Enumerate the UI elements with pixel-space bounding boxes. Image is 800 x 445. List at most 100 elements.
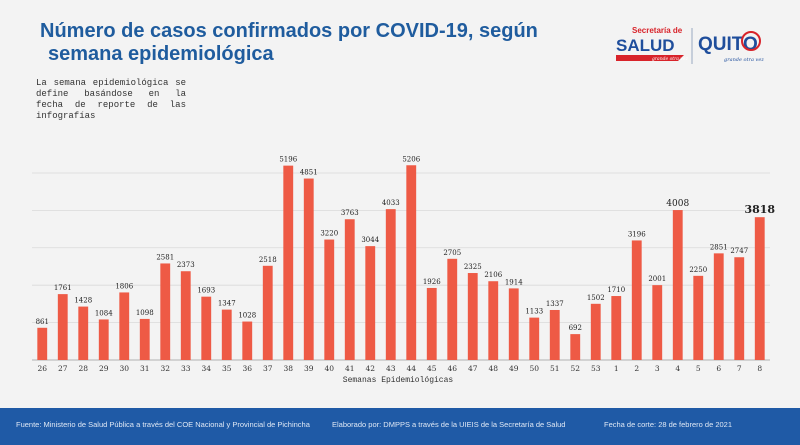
- x-tick-label-52: 52: [570, 364, 580, 373]
- x-tick-label-49: 49: [509, 364, 519, 373]
- x-tick-label-46: 46: [447, 364, 457, 373]
- data-label-week-43: 4033: [382, 199, 400, 207]
- data-label-week-39: 4851: [300, 169, 318, 177]
- bar-week-31: [139, 318, 150, 360]
- bar-week-26: [37, 327, 48, 360]
- x-tick-label-44: 44: [406, 364, 416, 373]
- bar-week-41: [344, 219, 355, 360]
- x-tick-label-32: 32: [160, 364, 170, 373]
- data-label-week-29: 1084: [95, 309, 113, 317]
- x-tick-label-38: 38: [283, 364, 293, 373]
- salud-logo-tagline: grande otra vez: [652, 56, 689, 62]
- bar-week-35: [221, 309, 232, 360]
- data-label-week-38: 5196: [279, 156, 297, 164]
- bar-week-34: [201, 296, 212, 360]
- x-tick-label-33: 33: [181, 364, 191, 373]
- data-label-week-46: 2705: [443, 249, 461, 257]
- bars: [37, 165, 765, 360]
- data-label-week-3: 2001: [648, 275, 666, 283]
- footer: Fuente: Ministerio de Salud Pública a tr…: [0, 408, 800, 445]
- bar-week-39: [303, 178, 314, 360]
- bar-week-7: [734, 257, 745, 360]
- bar-week-6: [713, 253, 724, 360]
- bar-week-38: [283, 165, 294, 360]
- data-label-week-8: 3818: [744, 203, 775, 216]
- quito-logo-ring: [741, 31, 761, 51]
- x-tick-label-53: 53: [591, 364, 601, 373]
- data-label-week-51: 1337: [546, 300, 564, 308]
- chart-title: Número de casos confirmados por COVID-19…: [40, 20, 600, 66]
- bar-week-52: [570, 334, 581, 360]
- x-tick-label-5: 5: [696, 364, 701, 373]
- x-tick-label-43: 43: [386, 364, 396, 373]
- bar-week-44: [406, 165, 417, 360]
- x-tick-label-8: 8: [757, 364, 762, 373]
- x-tick-labels: 26 27 28 29 30 31 32 33 34 35 36 37 38 39 40 41 42 43 44 45…: [37, 364, 762, 373]
- data-label-week-7: 2747: [730, 247, 748, 255]
- bar-week-48: [488, 281, 499, 360]
- data-label-week-5: 2250: [689, 266, 707, 274]
- title-line-2: semana epidemiológica: [48, 43, 274, 65]
- data-label-week-44: 5206: [402, 155, 420, 163]
- quito-logo: QUITO grande otra vez: [698, 31, 764, 63]
- bar-week-46: [447, 258, 458, 360]
- data-label-week-33: 2373: [177, 261, 195, 269]
- data-label-week-32: 2581: [156, 253, 174, 261]
- bar-week-49: [508, 288, 519, 360]
- bar-week-28: [78, 306, 89, 360]
- x-tick-label-37: 37: [263, 364, 273, 373]
- salud-logo-main-text: SALUD: [616, 36, 675, 55]
- data-label-week-37: 2518: [259, 256, 277, 264]
- x-tick-label-48: 48: [488, 364, 498, 373]
- bar-week-53: [590, 303, 601, 360]
- data-label-week-31: 1098: [136, 309, 154, 317]
- bar-week-51: [549, 309, 560, 360]
- bar-week-2: [631, 240, 642, 360]
- bar-week-45: [426, 287, 437, 360]
- data-label-week-35: 1347: [218, 300, 236, 308]
- bar-week-40: [324, 239, 335, 360]
- bar-week-4: [672, 210, 683, 360]
- bar-week-5: [693, 275, 704, 360]
- bar-week-47: [467, 273, 478, 360]
- x-tick-label-36: 36: [242, 364, 252, 373]
- bar-week-8: [754, 217, 765, 360]
- x-tick-label-6: 6: [716, 364, 721, 373]
- x-axis-label: Semanas Epidemiológicas: [343, 376, 454, 385]
- footer-source: Fuente: Ministerio de Salud Pública a tr…: [16, 420, 310, 429]
- bar-week-30: [119, 292, 130, 360]
- salud-logo-red-band: [616, 55, 684, 61]
- data-label-week-41: 3763: [341, 209, 359, 217]
- data-label-week-42: 3044: [361, 236, 379, 244]
- x-tick-label-7: 7: [737, 364, 742, 373]
- quito-logo-tagline: grande otra vez: [724, 57, 764, 63]
- bar-week-32: [160, 263, 171, 360]
- x-tick-label-4: 4: [675, 364, 680, 373]
- x-tick-label-35: 35: [222, 364, 232, 373]
- bar-week-3: [652, 285, 663, 360]
- logos: Secretaría de SALUD grande otra vez QUIT…: [616, 26, 764, 64]
- x-tick-label-3: 3: [655, 364, 660, 373]
- bar-week-42: [365, 246, 376, 360]
- x-tick-label-29: 29: [99, 364, 109, 373]
- footer-prepared: Elaborado por: DMPPS a través de la UIEI…: [332, 420, 566, 429]
- bar-week-37: [262, 265, 273, 360]
- data-label-week-36: 1028: [238, 312, 256, 320]
- bar-week-29: [98, 319, 109, 360]
- x-tick-label-39: 39: [304, 364, 314, 373]
- x-tick-label-42: 42: [365, 364, 375, 373]
- x-tick-label-31: 31: [140, 364, 150, 373]
- bar-week-1: [611, 296, 622, 360]
- x-tick-label-30: 30: [119, 364, 129, 373]
- x-tick-label-50: 50: [529, 364, 539, 373]
- x-tick-label-26: 26: [37, 364, 47, 373]
- data-label-week-4: 4008: [666, 199, 689, 209]
- data-label-week-40: 3220: [320, 230, 338, 238]
- x-tick-label-45: 45: [427, 364, 437, 373]
- data-label-week-30: 1806: [115, 282, 133, 290]
- data-label-week-53: 1502: [587, 294, 605, 302]
- bar-week-43: [385, 209, 396, 360]
- bar-week-33: [180, 271, 191, 360]
- x-tick-label-40: 40: [324, 364, 334, 373]
